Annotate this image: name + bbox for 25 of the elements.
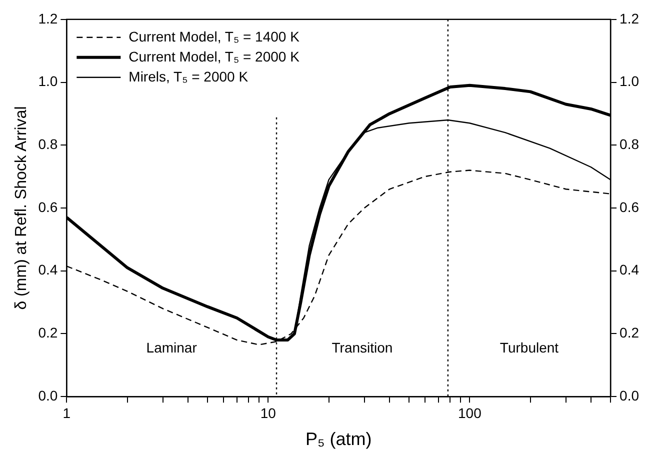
y2-tick-label: 0.8 — [620, 136, 640, 152]
x-tick-label: 10 — [260, 404, 276, 421]
x-tick-label: 1 — [62, 404, 71, 421]
legend-label: Current Model, T₅ = 2000 K — [128, 48, 300, 64]
annotation: Laminar — [146, 339, 198, 356]
y2-tick-label: 0.2 — [620, 324, 640, 341]
y-tick-label: 1.2 — [38, 10, 58, 26]
y2-tick-label: 0.4 — [620, 262, 640, 278]
x-axis-title: P₅ (atm) — [305, 429, 372, 450]
legend-label: Mirels, T₅ = 2000 K — [128, 68, 249, 84]
x-tick-label: 100 — [458, 404, 482, 421]
annotation: Turbulent — [500, 339, 559, 356]
annotation: Transition — [332, 339, 393, 356]
y-tick-label: 0.0 — [38, 387, 58, 404]
y2-tick-label: 0.6 — [620, 198, 640, 215]
y2-tick-label: 1.2 — [620, 10, 640, 26]
y-tick-label: 0.6 — [38, 198, 58, 215]
y-axis-title: δ (mm) at Refl. Shock Arrival — [13, 106, 30, 310]
y-tick-label: 0.4 — [38, 262, 58, 278]
y-tick-label: 1.0 — [38, 73, 58, 90]
y2-tick-label: 0.0 — [620, 387, 640, 404]
y2-tick-label: 1.0 — [620, 73, 640, 90]
y-tick-label: 0.2 — [38, 324, 58, 341]
y-tick-label: 0.8 — [38, 136, 58, 152]
legend-label: Current Model, T₅ = 1400 K — [128, 28, 300, 44]
